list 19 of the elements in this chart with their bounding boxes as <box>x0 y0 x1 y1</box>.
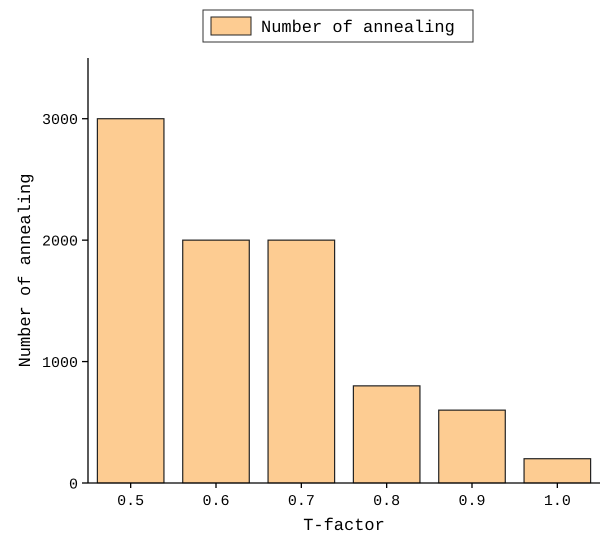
x-tick-label: 0.9 <box>458 493 486 510</box>
bar <box>182 240 250 484</box>
x-tick-label: 0.6 <box>202 493 230 510</box>
x-tick-label: 0.7 <box>288 493 315 510</box>
x-tick-label: 1.0 <box>544 493 571 510</box>
bar <box>96 118 165 484</box>
y-axis-title: Number of annealing <box>17 174 36 368</box>
x-tick-label: 0.5 <box>117 493 144 510</box>
y-tick-label: 0 <box>68 476 78 494</box>
bar <box>352 385 421 484</box>
y-tick-label: 2000 <box>42 233 78 250</box>
y-tick-label: 1000 <box>42 354 78 372</box>
bar <box>438 410 506 484</box>
bar <box>267 240 336 484</box>
legend-label: Number of annealing <box>261 18 455 38</box>
x-axis-title: T-factor <box>303 517 385 536</box>
y-tick-label: 3000 <box>42 112 78 129</box>
bar <box>523 458 592 484</box>
x-tick-label: 0.8 <box>373 493 400 510</box>
